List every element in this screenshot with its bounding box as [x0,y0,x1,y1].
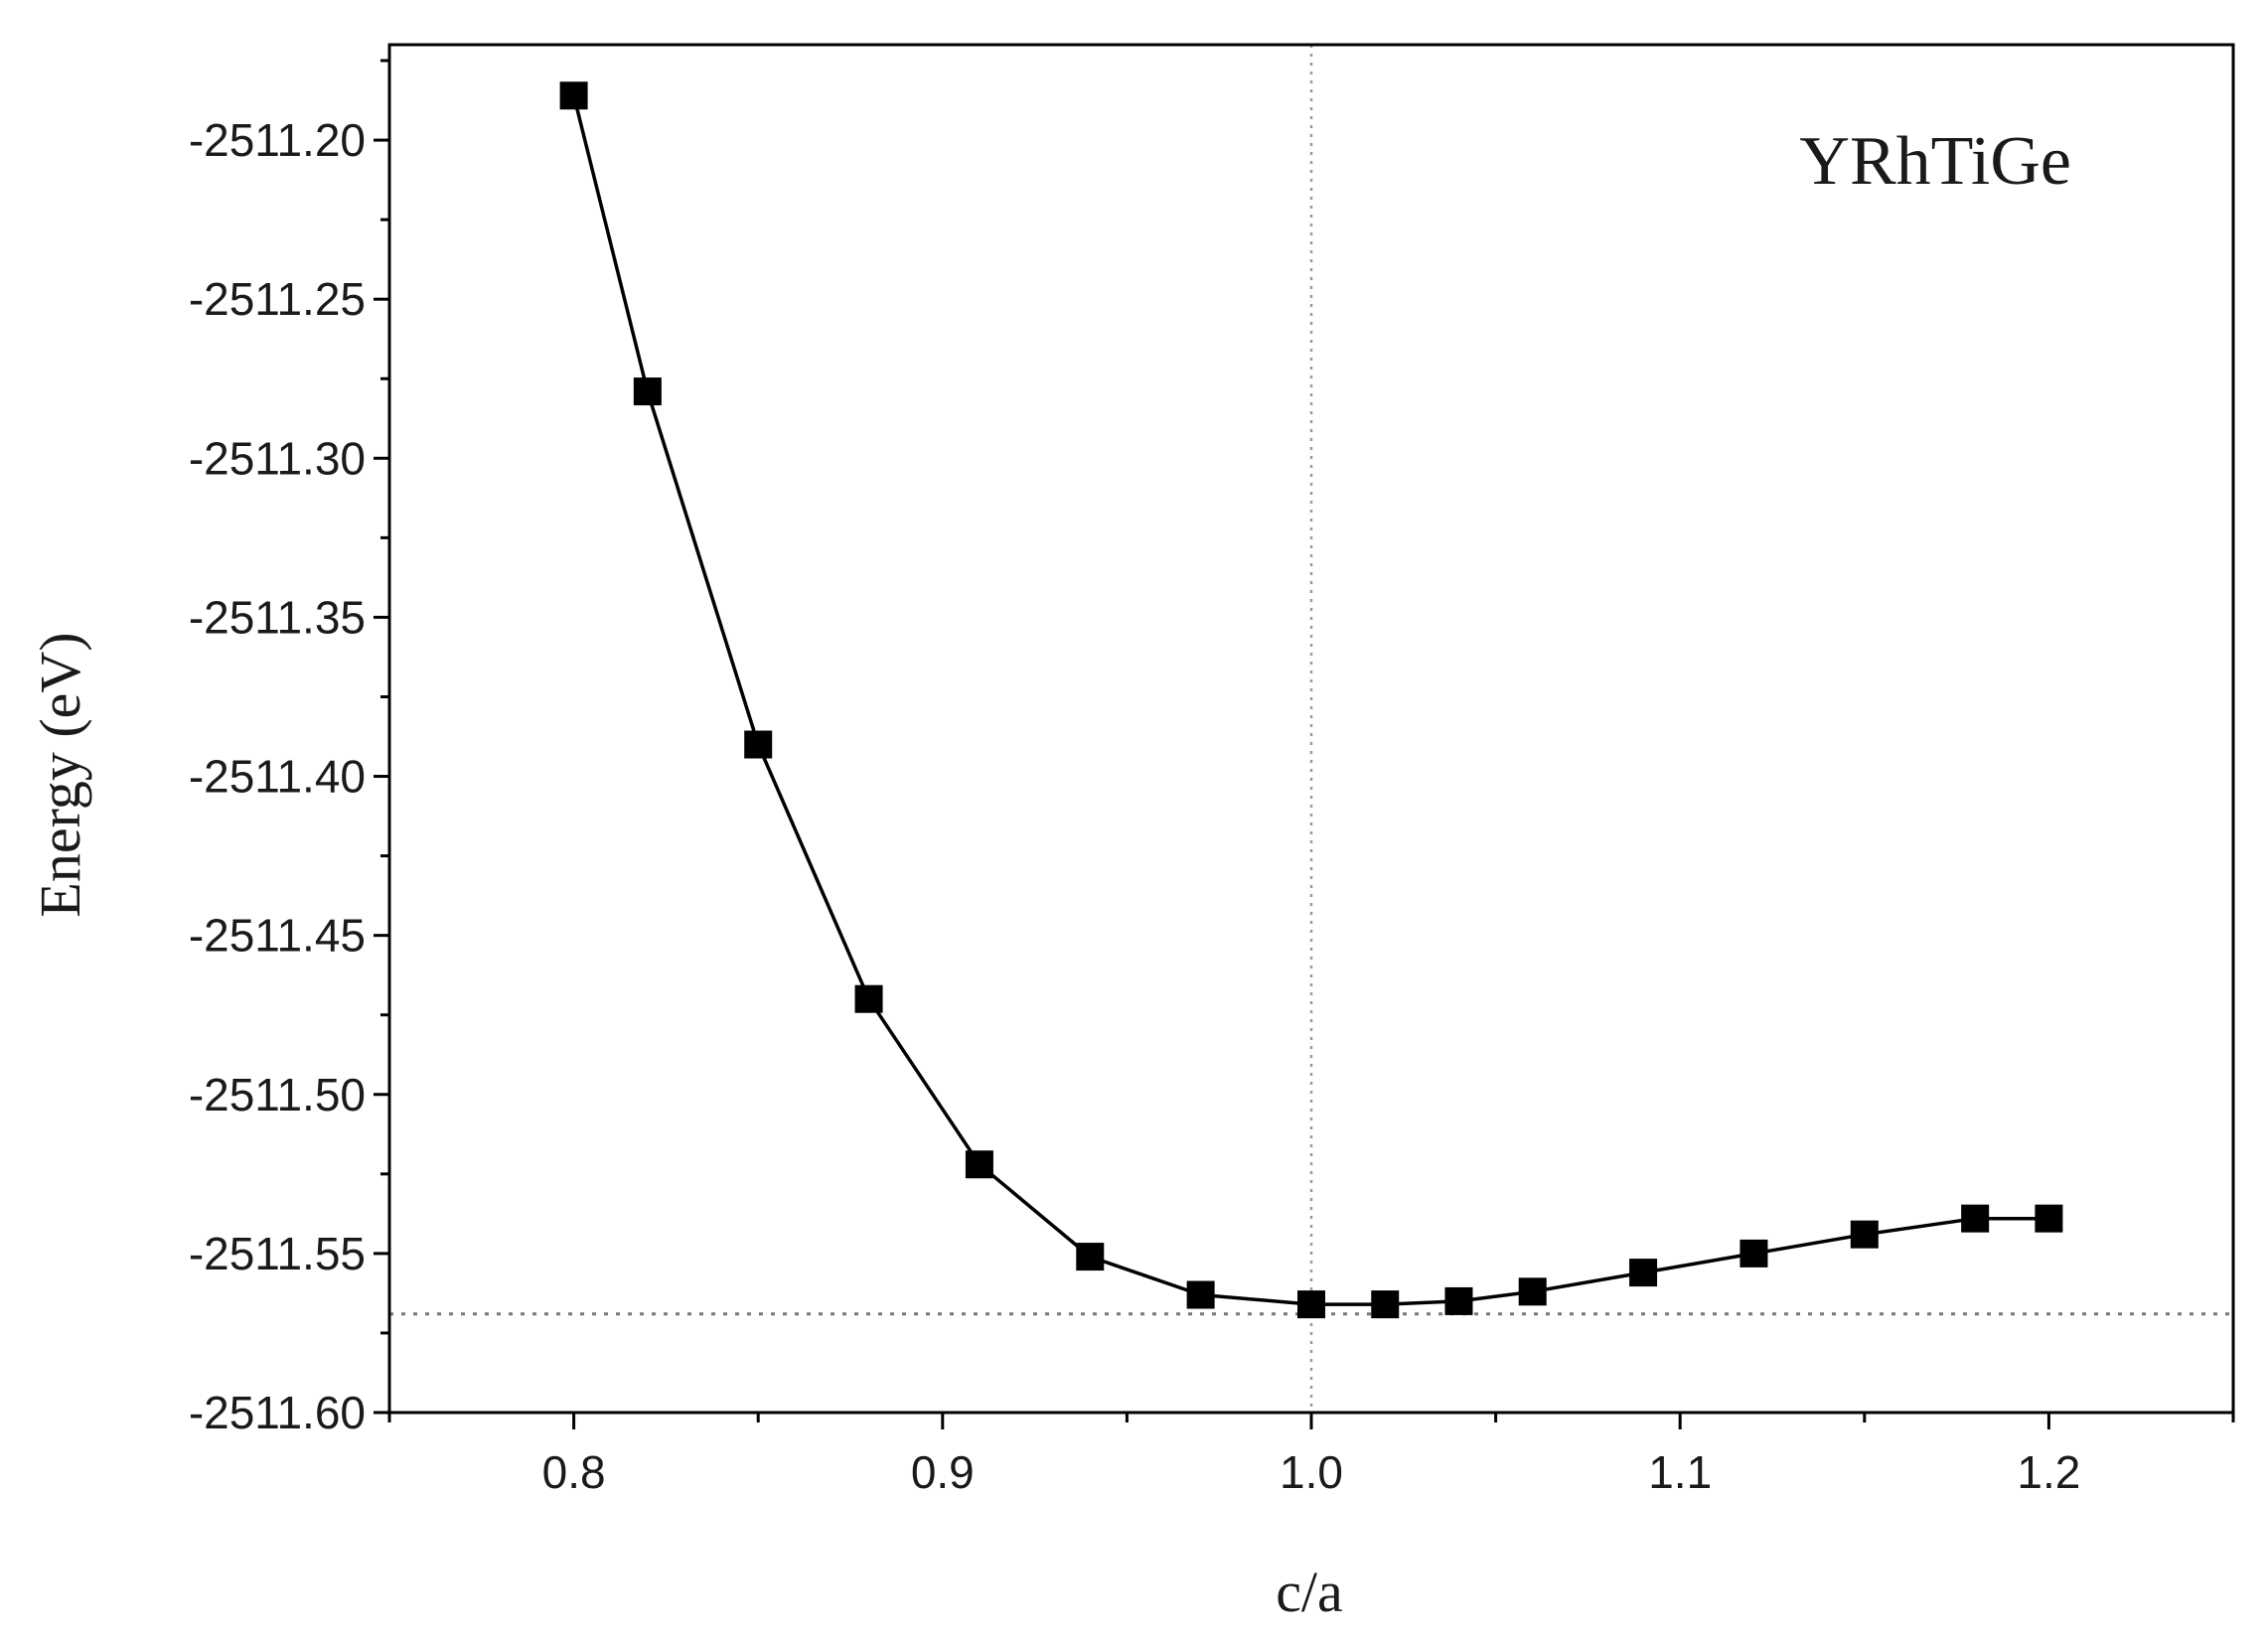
data-point [2035,1204,2063,1233]
data-point [1371,1290,1400,1319]
x-tick-label: 1.1 [1648,1446,1712,1498]
x-tick-label: 1.0 [1280,1446,1343,1498]
data-point [965,1150,993,1179]
chart-annotation: YRhTiGe [1799,123,2071,200]
data-point [1076,1243,1105,1271]
reference-lines [389,45,2233,1413]
data-point [1444,1286,1473,1315]
data-point [744,730,773,759]
y-axis-title: Energy (eV) [28,632,92,917]
y-axis-ticks: -2511.20 -2511.25 -2511.30 -2511.35 -2511.40… [189,59,389,1438]
data-point [1297,1290,1325,1319]
data-point [1186,1280,1215,1309]
data-point [854,984,883,1013]
x-tick-label: 0.8 [542,1446,606,1498]
y-tick-label: -2511.40 [189,751,366,803]
x-axis-ticks: 0.8 0.9 1.0 1.1 1.2 [387,1413,2235,1498]
data-point [1961,1204,1990,1233]
data-point [1629,1259,1658,1287]
data-point [633,377,662,406]
y-tick-label: -2511.60 [189,1387,366,1438]
data-point [1739,1239,1768,1268]
y-tick-label: -2511.25 [189,273,366,325]
series-line [571,94,2049,1306]
data-point [559,81,588,110]
y-tick-label: -2511.55 [189,1228,366,1279]
x-axis-title: c/a [1276,1560,1343,1624]
y-tick-label: -2511.35 [189,591,366,643]
data-point [1518,1277,1547,1306]
y-tick-label: -2511.45 [189,910,366,962]
data-point [1850,1220,1879,1249]
y-tick-label: -2511.30 [189,432,366,484]
series-layer [559,81,2063,1319]
y-tick-label: -2511.50 [189,1069,366,1120]
x-tick-label: 0.9 [911,1446,975,1498]
x-tick-label: 1.2 [2017,1446,2080,1498]
y-tick-label: -2511.20 [189,114,366,166]
